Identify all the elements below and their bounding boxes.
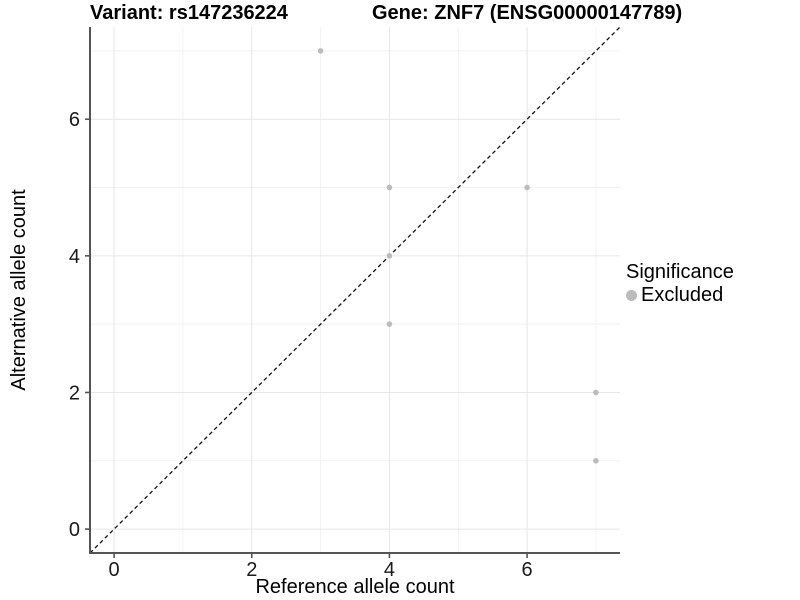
title-gene: Gene: ZNF7 (ENSG00000147789) — [372, 2, 682, 24]
data-points-layer — [317, 48, 599, 464]
legend: Significance Excluded — [626, 261, 734, 307]
x-axis-title: Reference allele count — [255, 576, 454, 598]
axes-layer — [85, 27, 620, 558]
x-tick-label: 4 — [384, 559, 395, 581]
tick-labels-layer: 0 2 4 6 0 2 4 6 — [69, 109, 533, 581]
data-point — [593, 389, 599, 396]
y-tick-label: 6 — [69, 109, 80, 131]
identity-line-layer — [89, 26, 621, 554]
title-variant: Variant: rs147236224 — [90, 2, 289, 24]
y-tick-label: 4 — [69, 246, 80, 268]
y-tick-label: 0 — [69, 519, 80, 541]
x-tick-label: 6 — [522, 559, 533, 581]
data-point — [386, 184, 393, 191]
legend-item-excluded: Excluded — [626, 284, 734, 307]
x-tick-label: 2 — [246, 559, 257, 581]
data-point — [386, 253, 393, 259]
data-point — [386, 321, 393, 327]
y-tick-label: 2 — [69, 382, 80, 404]
x-tick-label: 0 — [109, 559, 120, 581]
legend-title: Significance — [626, 261, 734, 283]
y-axis-title: Alternative allele count — [8, 189, 30, 391]
data-point — [317, 48, 324, 54]
legend-point-icon — [626, 290, 637, 301]
data-point — [524, 184, 530, 191]
identity-line — [89, 26, 621, 554]
gridlines-layer — [90, 27, 620, 553]
legend-item-label: Excluded — [641, 284, 724, 306]
data-point — [593, 457, 599, 464]
